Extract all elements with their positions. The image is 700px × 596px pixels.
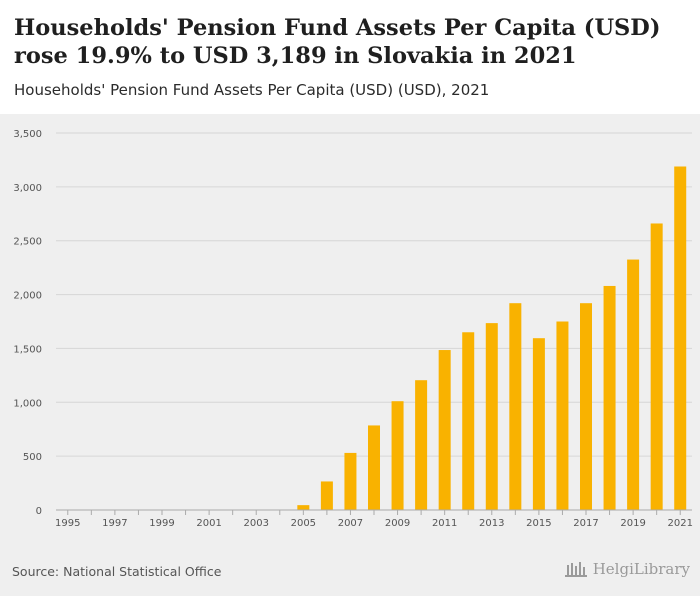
bar — [462, 332, 475, 510]
x-tick-label: 1999 — [149, 518, 174, 529]
x-tick-label: 2015 — [526, 518, 551, 529]
bar — [603, 285, 616, 510]
bar — [344, 452, 357, 510]
brand-name: HelgiLibrary — [592, 560, 690, 578]
x-tick-label: 2005 — [291, 518, 316, 529]
x-tick-label: 2011 — [432, 518, 457, 529]
bar — [438, 350, 451, 510]
library-icon — [564, 560, 588, 578]
bar — [368, 425, 380, 510]
chart-header: Households' Pension Fund Assets Per Capi… — [0, 0, 700, 114]
bar — [391, 401, 404, 510]
bar — [297, 505, 310, 510]
x-tick-label: 2007 — [338, 518, 363, 529]
x-tick-label: 1995 — [55, 518, 80, 529]
x-tick-label: 2009 — [385, 518, 410, 529]
chart-title: Households' Pension Fund Assets Per Capi… — [14, 15, 661, 69]
bar — [509, 303, 522, 510]
x-tick-label: 2021 — [667, 518, 692, 529]
chart-footer: Source: National Statistical Office Helg… — [0, 540, 700, 596]
bar — [556, 321, 569, 510]
chart-subtitle: Households' Pension Fund Assets Per Capi… — [14, 81, 490, 99]
brand-logo[interactable]: HelgiLibrary — [564, 560, 690, 578]
x-tick-label: 2019 — [620, 518, 645, 529]
y-tick-label: 2,500 — [13, 237, 42, 248]
x-tick-label: 1997 — [102, 518, 127, 529]
x-tick-label: 2017 — [573, 518, 598, 529]
x-tick-label: 2001 — [196, 518, 221, 529]
y-tick-label: 3,000 — [13, 183, 42, 194]
bar — [580, 303, 592, 510]
y-tick-label: 3,500 — [13, 129, 42, 140]
bar-chart: 0 500 1,000 1,500 2,000 2,500 3,000 3,500 1995 19… — [13, 129, 693, 529]
y-tick-label: 1,500 — [13, 344, 42, 355]
bar — [485, 323, 498, 510]
y-tick-label: 0 — [36, 506, 42, 517]
x-tick-label: 2013 — [479, 518, 504, 529]
bar — [532, 338, 545, 510]
x-tick-label: 2003 — [243, 518, 268, 529]
bar — [627, 259, 640, 510]
bar — [674, 166, 687, 510]
y-tick-label: 2,000 — [13, 291, 42, 302]
bar — [320, 481, 333, 510]
bar — [415, 380, 428, 510]
y-tick-label: 1,000 — [13, 398, 42, 409]
y-tick-label: 500 — [23, 452, 42, 463]
bar — [650, 223, 663, 510]
source-text: Source: National Statistical Office — [12, 564, 222, 579]
